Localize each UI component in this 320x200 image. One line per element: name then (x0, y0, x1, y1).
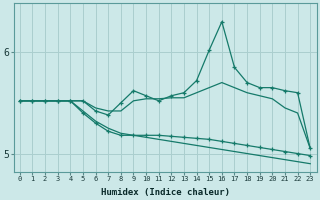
X-axis label: Humidex (Indice chaleur): Humidex (Indice chaleur) (100, 188, 229, 197)
